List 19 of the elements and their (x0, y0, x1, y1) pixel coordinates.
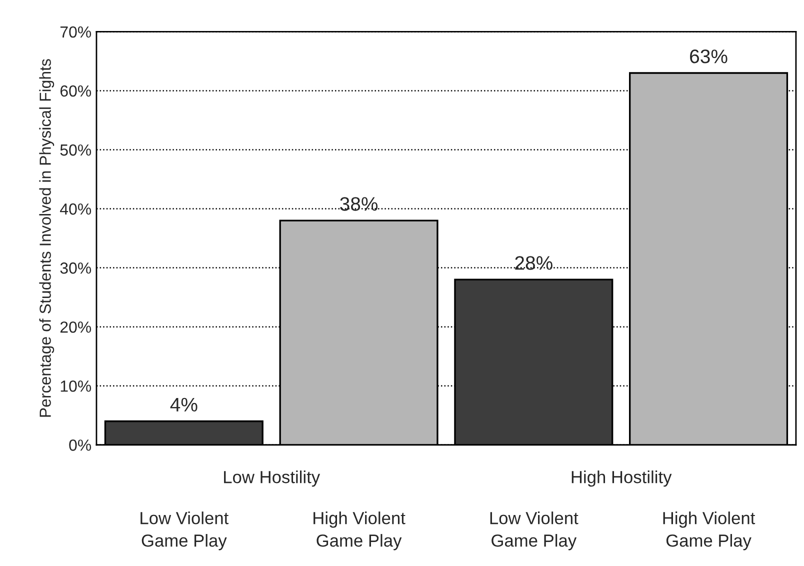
x-tick-label: High Violent Game Play (663, 512, 756, 550)
y-tick-label: 30% (60, 262, 92, 274)
x-tick-label: High Violent Game Play (314, 512, 406, 550)
text: Low Hostility (224, 470, 320, 487)
y-tick-label: 10% (60, 380, 92, 392)
data-label: 38% (340, 197, 378, 211)
x-tick-label: Low Violent Game Play (140, 512, 229, 550)
y-tick-label: 40% (60, 203, 92, 215)
data-label: 28% (515, 256, 552, 270)
data-label: 63% (690, 50, 728, 64)
y-axis-title: Percentage of Students Involved in Physical Fights (39, 59, 54, 417)
text: High Hostility (572, 470, 672, 487)
y-tick-label: 60% (60, 85, 92, 97)
y-tick-label: 0% (69, 440, 92, 451)
data-label: 4% (170, 398, 198, 412)
x-tick-label: Low Violent Game Play (490, 512, 578, 550)
y-tick-label: 70% (60, 26, 92, 38)
y-tick-label: 50% (60, 144, 92, 156)
y-tick-label: 20% (60, 321, 92, 333)
